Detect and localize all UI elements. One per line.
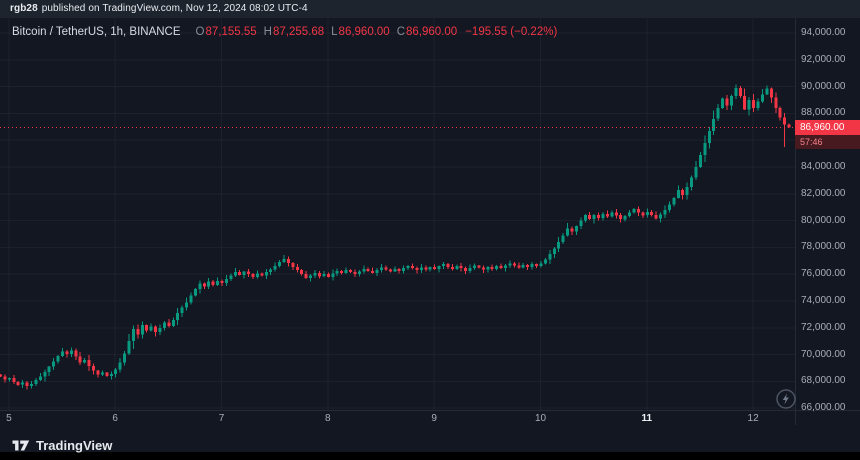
price-axis-label: 90,000.00 — [801, 80, 846, 92]
price-axis-label: 84,000.00 — [801, 161, 846, 172]
time-axis-label: 8 — [325, 413, 331, 424]
price-axis-label: 76,000.00 — [801, 268, 846, 280]
price-axis-label: 66,000.00 — [801, 402, 846, 414]
attribution-author: rgb28 — [10, 3, 38, 14]
lightning-watermark-icon[interactable] — [774, 387, 798, 411]
ohlc-key: L — [331, 26, 338, 38]
price-axis-label: 78,000.00 — [801, 241, 846, 253]
price-axis-label: 94,000.00 — [801, 27, 846, 38]
attribution-text: published on TradingView.com, Nov 12, 20… — [41, 3, 308, 14]
price-axis-label: 70,000.00 — [801, 348, 846, 360]
price-axis-label: 72,000.00 — [801, 321, 846, 333]
ohlc-value: 87,155.55 — [205, 26, 257, 38]
attribution-bar: rgb28 published on TradingView.com, Nov 1… — [0, 0, 860, 18]
bottom-bar — [0, 452, 860, 460]
time-axis-label: 9 — [431, 413, 437, 424]
change-value: −195.55 (−0.22%) — [465, 26, 558, 38]
time-axis-label: 10 — [534, 413, 547, 424]
ohlc-values: O87,155.55 H87,255.68 L86,960.00 C86,960.00 — [189, 26, 458, 38]
ohlc-value: 86,960.00 — [406, 26, 458, 38]
ohlc-key: O — [195, 26, 205, 38]
price-axis-label: 74,000.00 — [801, 295, 846, 306]
current-price-label: 86,960.00 57:46 — [795, 120, 860, 150]
time-axis-label: 6 — [112, 413, 118, 424]
price-axis-label: 82,000.00 — [801, 187, 846, 199]
time-axis-separator — [0, 410, 860, 411]
ohlc-value: 87,255.68 — [272, 26, 325, 38]
current-price-value: 86,960.00 — [795, 120, 860, 136]
time-axis-label: 7 — [218, 413, 225, 424]
price-axis-label: 80,000.00 — [801, 214, 846, 226]
ohlc-key: C — [396, 26, 406, 38]
symbol-title[interactable]: Bitcoin / TetherUS, 1h, BINANCE — [12, 26, 181, 38]
bar-countdown: 57:46 — [795, 135, 860, 150]
price-axis-label: 92,000.00 — [801, 53, 846, 65]
tradingview-logo-icon — [12, 440, 30, 451]
candlestick-chart[interactable] — [0, 18, 795, 410]
time-axis-label: 11 — [641, 413, 653, 424]
price-axis-label: 88,000.00 — [801, 107, 846, 119]
time-axis-label: 5 — [6, 413, 12, 424]
time-axis-label: 12 — [747, 413, 759, 424]
tradingview-logo[interactable]: TradingView — [12, 438, 112, 453]
tradingview-wordmark: TradingView — [36, 438, 113, 453]
ohlc-key: H — [263, 26, 272, 38]
ohlc-value: 86,960.00 — [338, 26, 390, 38]
symbol-header: Bitcoin / TetherUS, 1h, BINANCE O87,155.5… — [12, 26, 557, 38]
price-axis-label: 68,000.00 — [801, 375, 846, 387]
price-axis-separator — [795, 18, 796, 425]
